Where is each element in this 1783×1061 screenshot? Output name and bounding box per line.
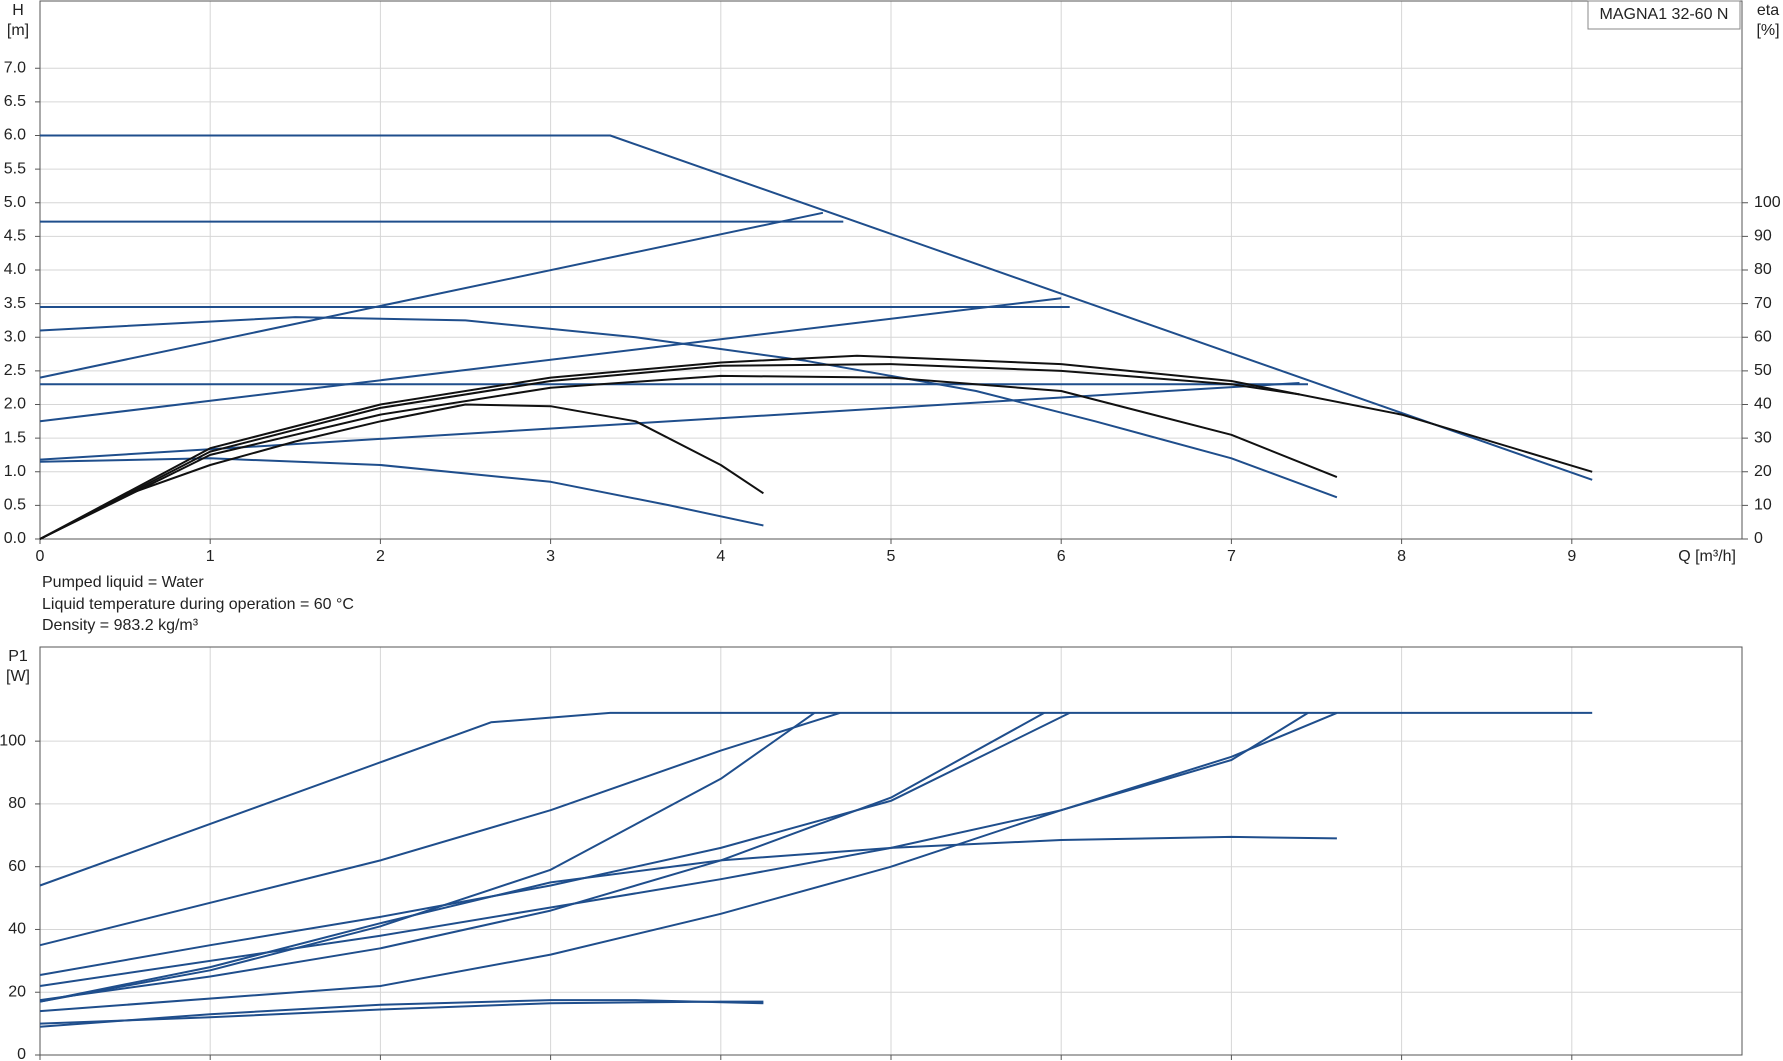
x-tick-label: 2	[376, 548, 385, 565]
y2-tick-label: 80	[1754, 261, 1772, 278]
curve	[39, 999, 764, 1028]
y2-tick-label: 0	[1754, 530, 1763, 547]
curve	[39, 457, 764, 527]
curve	[39, 712, 815, 1003]
y-tick-label: 4.0	[4, 261, 26, 278]
curve	[39, 382, 1300, 461]
curve	[39, 712, 1309, 987]
y-tick-label: 0.0	[4, 530, 26, 547]
y-axis-label: [W]	[6, 668, 30, 685]
y2-tick-label: 100	[1754, 194, 1781, 211]
plot-frame	[39, 646, 1743, 1056]
y-tick-label: 2.5	[4, 362, 26, 379]
x-tick-label: 4	[716, 548, 725, 565]
y2-axis-label: [%]	[1756, 22, 1779, 39]
x-axis-label: Q [m³/h]	[1678, 548, 1736, 565]
y-tick-label: 6.0	[4, 127, 26, 144]
y2-tick-label: 40	[1754, 396, 1772, 413]
curve	[39, 711, 1338, 1013]
curve	[39, 712, 1071, 976]
y-tick-label: 40	[8, 921, 26, 938]
x-tick-label: 5	[887, 548, 896, 565]
x-tick-label: 9	[1567, 548, 1576, 565]
curve	[39, 297, 1062, 423]
curve	[39, 374, 1338, 540]
y2-tick-label: 70	[1754, 295, 1772, 312]
curve	[39, 835, 1337, 1003]
x-tick-label: 3	[546, 548, 555, 565]
y2-tick-label: 60	[1754, 328, 1772, 345]
x-tick-label: 1	[206, 548, 215, 565]
y-tick-label: 5.0	[4, 194, 26, 211]
y-axis-label: [m]	[7, 22, 29, 39]
curve	[40, 134, 1593, 481]
y2-axis-label: eta	[1757, 2, 1779, 19]
curve	[39, 712, 1045, 1002]
y-tick-label: 3.5	[4, 295, 26, 312]
y2-tick-label: 20	[1754, 463, 1772, 480]
y2-tick-label: 50	[1754, 362, 1772, 379]
title-box	[1587, 0, 1741, 30]
x-tick-label: 6	[1057, 548, 1066, 565]
curve	[39, 711, 841, 947]
y-tick-label: 0	[17, 1046, 26, 1061]
y-tick-label: 1.0	[4, 463, 26, 480]
y-tick-label: 0.5	[4, 497, 26, 514]
title: MAGNA1 32-60 N	[1600, 6, 1729, 23]
x-tick-label: 0	[36, 548, 45, 565]
note: Density = 983.2 kg/m³	[42, 617, 199, 634]
y2-tick-label: 10	[1754, 497, 1772, 514]
y-tick-label: 7.0	[4, 59, 26, 76]
note: Liquid temperature during operation = 60…	[42, 596, 354, 613]
y-tick-label: 3.0	[4, 328, 26, 345]
curve	[39, 711, 1593, 887]
y-tick-label: 4.5	[4, 228, 26, 245]
curve	[39, 1000, 764, 1025]
plot-frame	[39, 0, 1743, 540]
curve	[39, 354, 1593, 540]
curve	[39, 211, 824, 379]
curve	[39, 316, 1338, 499]
x-tick-label: 8	[1397, 548, 1406, 565]
y-tick-label: 20	[8, 983, 26, 1000]
y-tick-label: 100	[0, 732, 26, 749]
y-tick-label: 1.5	[4, 429, 26, 446]
curve	[39, 363, 1300, 540]
y-tick-label: 60	[8, 858, 26, 875]
x-tick-label: 7	[1227, 548, 1236, 565]
y-axis-label: P1	[8, 648, 28, 665]
note: Pumped liquid = Water	[42, 574, 204, 591]
y-tick-label: 5.5	[4, 160, 26, 177]
curve	[39, 403, 764, 540]
y-axis-label: H	[12, 2, 24, 19]
y-tick-label: 2.0	[4, 396, 26, 413]
y-tick-label: 80	[8, 795, 26, 812]
y-tick-label: 6.5	[4, 93, 26, 110]
y2-tick-label: 90	[1754, 228, 1772, 245]
y2-tick-label: 30	[1754, 429, 1772, 446]
